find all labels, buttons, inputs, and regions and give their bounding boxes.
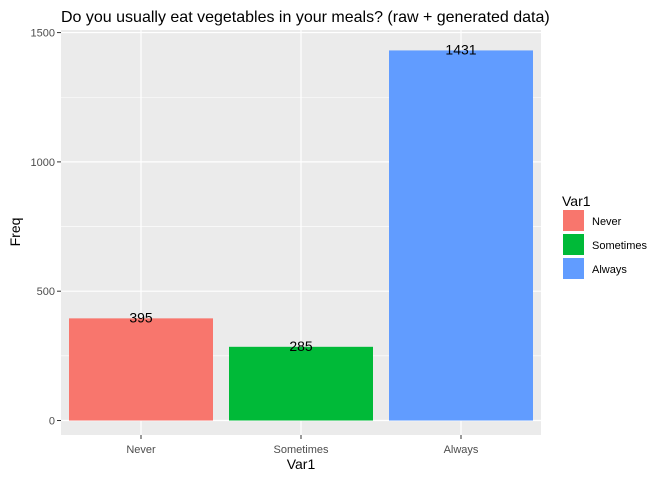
legend-key-sometimes xyxy=(563,234,584,255)
legend-title: Var1 xyxy=(562,193,591,209)
bars xyxy=(69,50,533,421)
y-tick-label: 1000 xyxy=(31,157,55,169)
legend-key-never xyxy=(563,210,584,231)
legend-key-always xyxy=(563,258,584,279)
legend-label: Always xyxy=(592,264,627,276)
x-axis-ticks: Never Sometimes Always xyxy=(126,435,479,456)
data-label: 1431 xyxy=(445,41,476,57)
data-labels: 395 285 1431 xyxy=(129,41,476,353)
y-tick-label: 1500 xyxy=(31,28,55,40)
bar-always xyxy=(389,50,533,421)
bar-never xyxy=(69,318,213,421)
legend: Var1 Never Sometimes Always xyxy=(562,193,648,279)
x-tick-label: Sometimes xyxy=(273,444,329,456)
x-tick-label: Never xyxy=(126,444,156,456)
y-axis-title: Freq xyxy=(7,218,23,247)
x-axis-title: Var1 xyxy=(287,456,316,472)
legend-label: Never xyxy=(592,216,622,228)
data-label: 285 xyxy=(289,338,313,354)
y-axis-ticks: 0 500 1000 1500 xyxy=(31,28,61,428)
data-label: 395 xyxy=(129,309,153,325)
x-tick-label: Always xyxy=(444,444,479,456)
legend-label: Sometimes xyxy=(592,240,648,252)
y-tick-label: 0 xyxy=(49,416,55,428)
bar-sometimes xyxy=(229,346,373,421)
chart-title: Do you usually eat vegetables in your me… xyxy=(61,9,550,26)
y-tick-label: 500 xyxy=(37,286,55,298)
